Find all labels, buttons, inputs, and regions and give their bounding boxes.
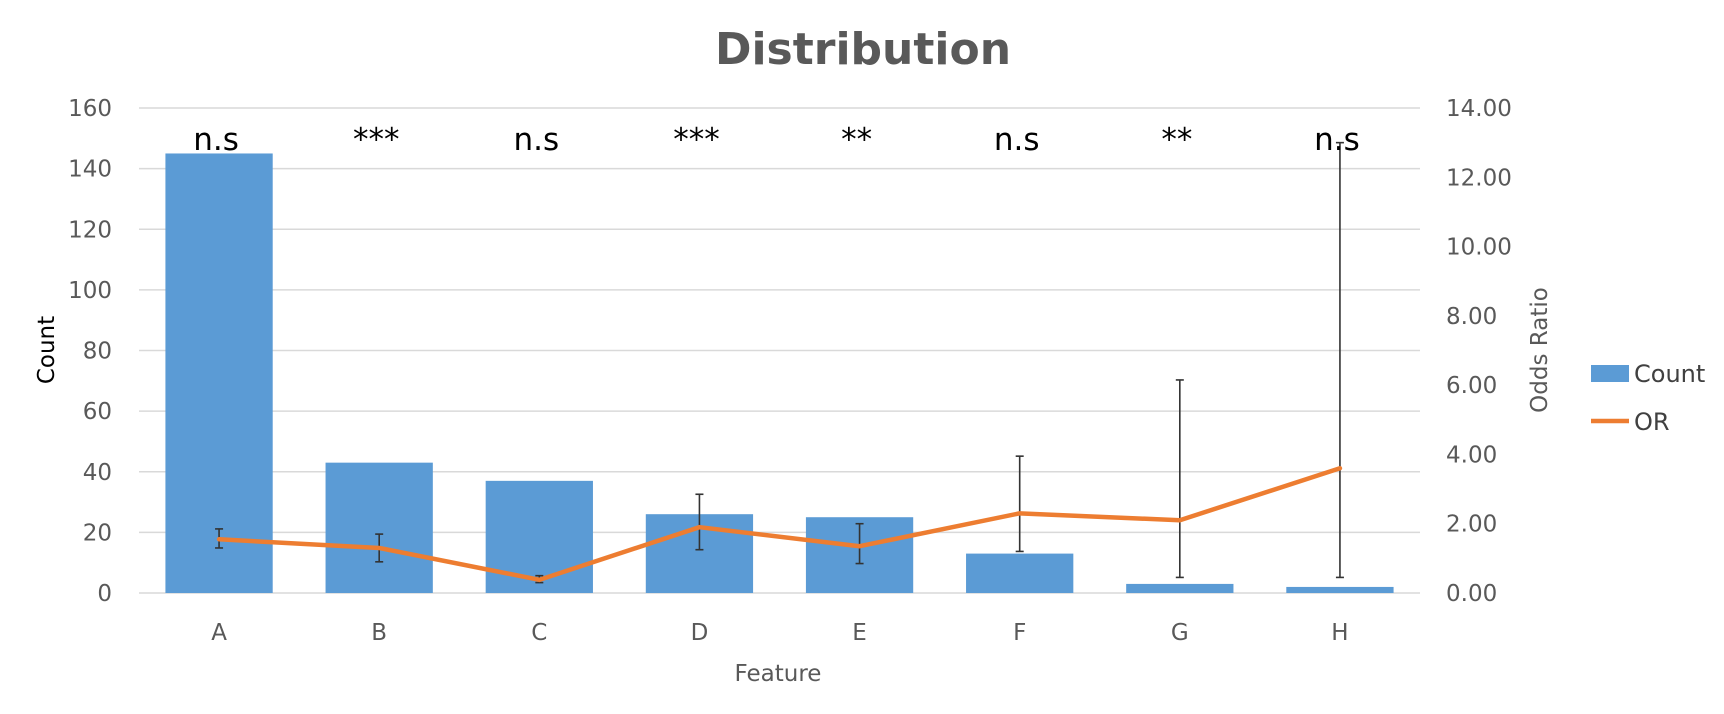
significance-label: n.s — [1314, 122, 1360, 158]
significance-label: n.s — [193, 122, 239, 158]
legend: Count OR — [1591, 360, 1705, 436]
bar-h — [1286, 586, 1394, 593]
legend-count-swatch — [1591, 365, 1629, 382]
y-tick-label: 60 — [83, 399, 112, 425]
legend-count-label: Count — [1634, 360, 1705, 388]
y2-tick-label: 6.00 — [1446, 373, 1497, 399]
significance-label: n.s — [513, 122, 559, 158]
x-axis-title: Feature — [735, 661, 822, 687]
y2-axis-title: Odds Ratio — [1527, 287, 1553, 413]
y-tick-label: 20 — [83, 520, 112, 546]
x-tick-label: E — [852, 620, 867, 646]
legend-or-label: OR — [1634, 408, 1670, 436]
y-tick-label: 0 — [97, 581, 112, 607]
x-tick-label: F — [1013, 620, 1026, 646]
y-tick-label: 80 — [83, 339, 112, 365]
significance-label: n.s — [994, 122, 1040, 158]
y2-tick-label: 12.00 — [1446, 165, 1512, 191]
y-tick-label: 160 — [68, 96, 112, 122]
y2-tick-label: 2.00 — [1446, 512, 1497, 538]
y2-tick-label: 0.00 — [1446, 581, 1497, 607]
y2-tick-label: 4.00 — [1446, 442, 1497, 468]
y-axis-title: Count — [34, 316, 60, 384]
y2-tick-label: 10.00 — [1446, 235, 1512, 261]
or-line-series — [216, 466, 1343, 583]
y-axis-ticks: 0 20 40 60 80 100 120 140 160 — [68, 96, 112, 607]
bar-b — [325, 462, 433, 593]
x-tick-label: C — [531, 620, 547, 646]
y2-tick-label: 14.00 — [1446, 96, 1512, 122]
x-tick-label: B — [371, 620, 387, 646]
significance-label: *** — [353, 122, 400, 158]
x-tick-label: D — [691, 620, 709, 646]
x-tick-label: G — [1171, 620, 1189, 646]
y2-tick-label: 8.00 — [1446, 304, 1497, 330]
bar-f — [966, 553, 1074, 593]
y-tick-label: 100 — [68, 278, 112, 304]
x-axis-ticks: A B C D E F G H — [211, 620, 1348, 646]
significance-label: ** — [841, 122, 872, 158]
y-tick-label: 40 — [83, 460, 112, 486]
y2-axis-ticks: 0.00 2.00 4.00 6.00 8.00 10.00 12.00 14.00 — [1446, 96, 1512, 607]
x-tick-label: H — [1331, 620, 1348, 646]
bar-g — [1126, 583, 1234, 593]
y-tick-label: 120 — [68, 217, 112, 243]
bars — [165, 153, 1394, 593]
or-line — [216, 466, 1343, 583]
significance-label: *** — [673, 122, 720, 158]
y-tick-label: 140 — [68, 157, 112, 183]
chart-title: Distribution — [715, 24, 1011, 75]
bar-a — [165, 153, 273, 593]
significance-labels: n.s *** n.s *** ** n.s ** n.s — [193, 122, 1360, 158]
error-bars — [215, 141, 1344, 584]
x-tick-label: A — [211, 620, 227, 646]
significance-label: ** — [1161, 122, 1192, 158]
